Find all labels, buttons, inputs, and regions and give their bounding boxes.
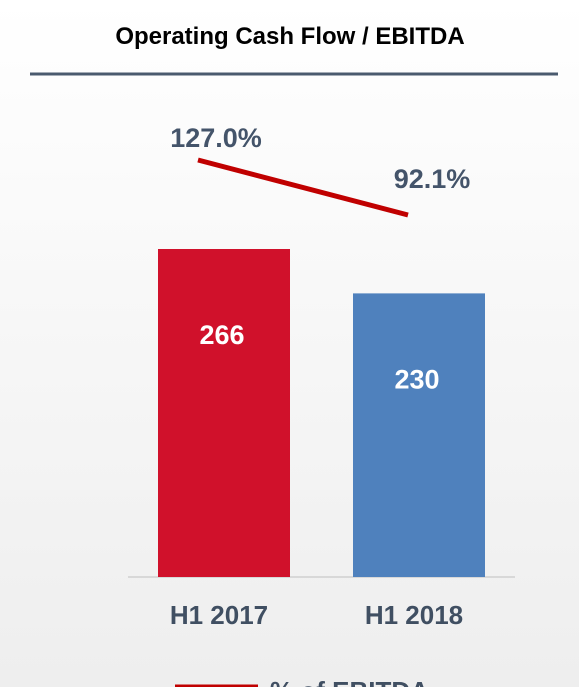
data-label: 266 [199,320,244,350]
chart-title: Operating Cash Flow / EBITDA [115,23,464,50]
data-label: 230 [394,364,439,394]
line-label: 127.0% [170,123,262,153]
bar [158,249,290,577]
x-tick-label: H1 2017 [170,600,268,630]
legend-label: % of EBITDA [270,676,429,687]
line [197,157,409,218]
x-tick-label: H1 2018 [365,600,463,630]
bar [353,293,485,577]
line-label: 92.1% [394,164,471,194]
